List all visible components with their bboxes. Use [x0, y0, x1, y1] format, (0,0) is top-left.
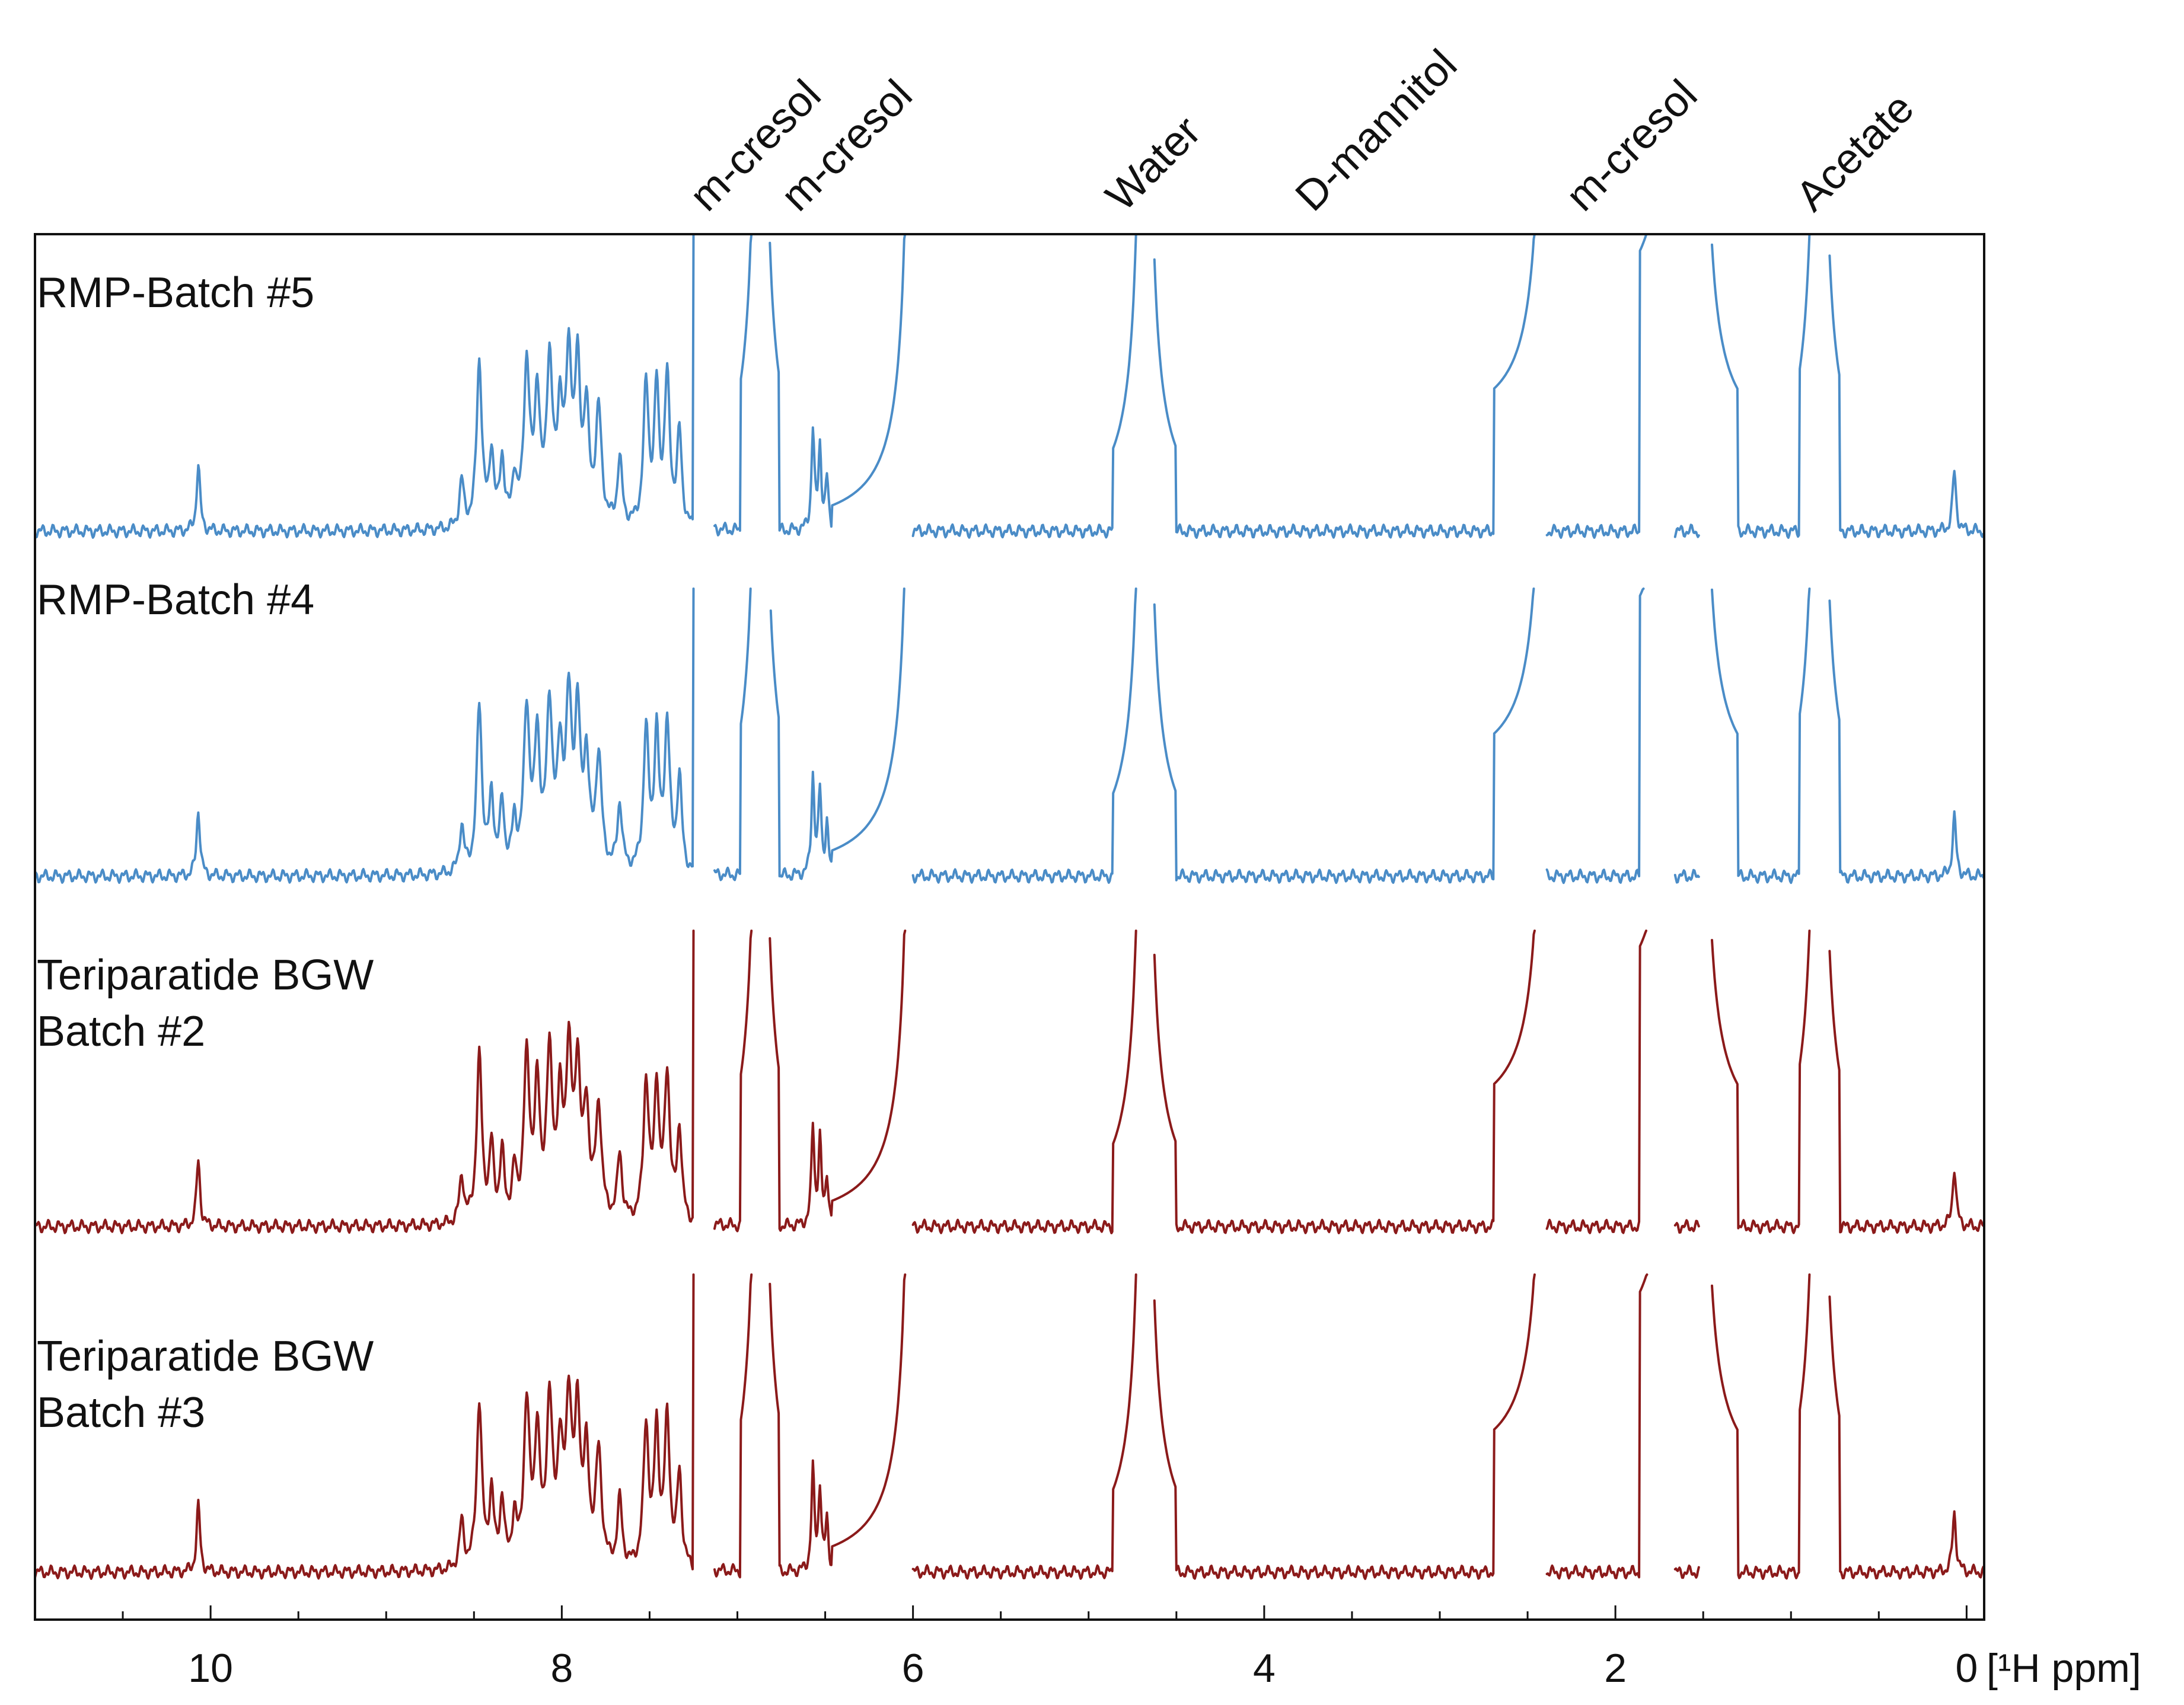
spectrum-trace-1: [35, 234, 695, 539]
spectrum-trace-3: [1711, 930, 1811, 1235]
x-axis-unit-label: [¹H ppm]: [1987, 1646, 2141, 1691]
spectrum-trace-1: [911, 234, 1137, 539]
trace-labels: RMP-Batch #5 RMP-Batch #4 Teriparatide BGW…: [37, 269, 374, 1436]
spectra-traces: [35, 234, 1984, 1581]
spectrum-trace-1: [1545, 234, 1649, 539]
spectrum-trace-3: [713, 930, 753, 1233]
spectrum-trace-4: [1153, 1273, 1536, 1581]
tick-label-0: 0: [1955, 1646, 1978, 1691]
trace-label-3-line-2: Batch #2: [37, 1008, 205, 1055]
spectrum-trace-4: [1673, 1564, 1700, 1579]
annotation-acetate-6: Acetate: [1787, 84, 1923, 220]
trace-label-4-line-2: Batch #3: [37, 1389, 205, 1436]
spectrum-trace-1: [1153, 234, 1536, 539]
spectrum-trace-1: [713, 234, 753, 537]
trace-label-2-line-1: RMP-Batch #4: [37, 576, 314, 624]
trace-label-3-line-1: Teriparatide BGW: [37, 952, 374, 999]
tick-label-4: 4: [1253, 1646, 1276, 1691]
spectrum-trace-3: [1153, 930, 1536, 1234]
tick-label-8: 8: [550, 1646, 573, 1691]
annotation-water-3: Water: [1097, 107, 1210, 220]
spectrum-trace-4: [713, 1273, 753, 1579]
spectrum-trace-2: [1711, 588, 1811, 885]
spectrum-trace-2: [1828, 599, 1984, 884]
spectrum-trace-2: [1545, 588, 1645, 885]
plot-frame: [34, 233, 1985, 1621]
spectrum-trace-1: [1828, 254, 1984, 539]
spectrum-trace-4: [769, 1273, 907, 1578]
spectrum-trace-3: [1828, 950, 1984, 1234]
spectrum-trace-2: [35, 588, 695, 884]
x-axis-tick-labels: 10 8 6 4 2 0: [188, 1646, 1978, 1691]
spectrum-trace-3: [911, 930, 1137, 1234]
spectrum-trace-1: [769, 234, 907, 536]
tick-label-2: 2: [1604, 1646, 1627, 1691]
trace-label-4-line-1: Teriparatide BGW: [37, 1333, 374, 1380]
trace-label-1-line-1: RMP-Batch #5: [37, 269, 314, 317]
annotation-m-cresol-5: m-cresol: [1557, 71, 1707, 221]
spectrum-trace-4: [35, 1273, 695, 1580]
spectrum-trace-3: [35, 930, 695, 1234]
annotation-d-mannitol-4: D-mannitol: [1287, 41, 1466, 221]
spectrum-trace-2: [911, 588, 1137, 884]
spectrum-trace-1: [1711, 234, 1811, 539]
spectrum-trace-2: [769, 588, 906, 881]
x-axis-ticks: [34, 1605, 1968, 1620]
spectrum-trace-1: [1673, 523, 1700, 538]
spectrum-trace-2: [1673, 869, 1700, 884]
spectrum-trace-3: [769, 930, 907, 1232]
spectrum-trace-3: [1545, 930, 1647, 1234]
spectrum-trace-4: [1711, 1273, 1811, 1581]
spectrum-trace-4: [1828, 1295, 1984, 1580]
spectrum-trace-4: [911, 1273, 1137, 1580]
spectrum-trace-3: [1673, 1219, 1700, 1234]
tick-label-10: 10: [188, 1646, 233, 1691]
tick-label-6: 6: [902, 1646, 924, 1691]
plot-area: RMP-Batch #5 RMP-Batch #4 Teriparatide BGW…: [34, 233, 1985, 1621]
spectrum-trace-2: [713, 588, 752, 882]
spectrum-trace-4: [1545, 1273, 1649, 1580]
spectrum-trace-2: [1153, 588, 1535, 885]
x-axis: 10 8 6 4 2 0 [¹H ppm]: [34, 1605, 2141, 1691]
